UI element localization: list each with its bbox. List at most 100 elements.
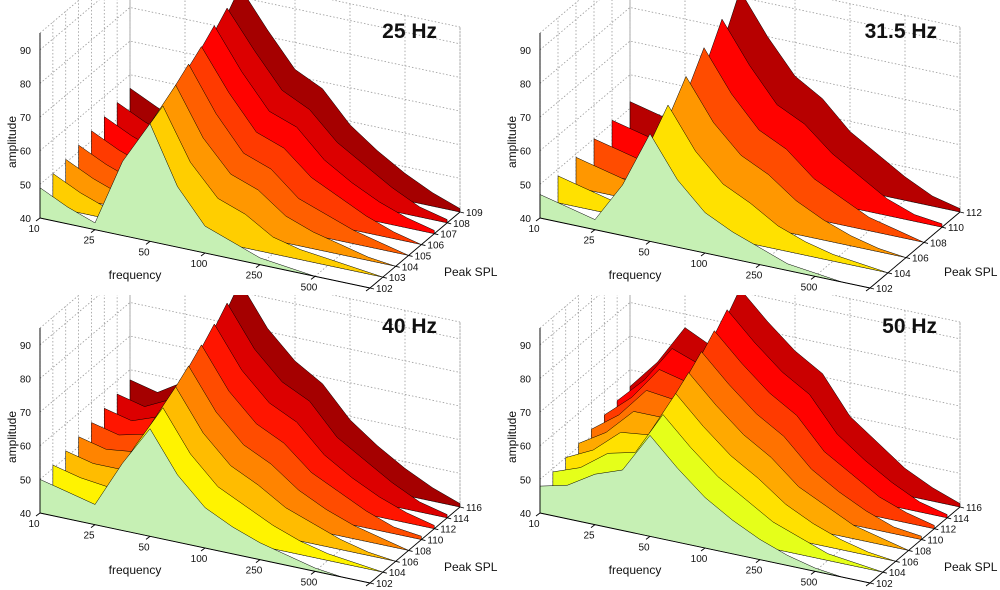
frequency-tick-label: 100 [191, 259, 208, 270]
frequency-tick-label: 500 [301, 282, 318, 293]
frequency-tick-label: 500 [801, 282, 818, 293]
peak-spl-tick-label: 109 [466, 208, 483, 219]
frequency-tick-label: 10 [528, 224, 540, 235]
frequency-tick-mark [310, 275, 316, 280]
peak-spl-tick-mark [882, 571, 887, 574]
frequency-tick-label: 250 [246, 271, 263, 282]
waterfall-surface [39, 0, 461, 289]
frequency-tick-mark [35, 512, 41, 517]
peak-spl-tick-label: 104 [402, 262, 419, 273]
amplitude-axis-label: amplitude [505, 411, 519, 463]
frequency-tick-label: 50 [638, 247, 650, 258]
horizontal-gridline [539, 402, 961, 480]
waterfall-surface [539, 0, 961, 289]
amplitude-tick-label: 90 [20, 46, 32, 57]
horizontal-gridline [539, 302, 961, 379]
peak-spl-tick-label: 116 [466, 503, 482, 514]
peak-spl-tick-label: 102 [376, 284, 393, 295]
peak-spl-tick-mark [434, 528, 439, 531]
horizontal-gridline [539, 0, 961, 51]
peak-spl-tick-mark [921, 539, 926, 542]
peak-spl-tick-mark [869, 582, 875, 585]
peak-spl-tick-mark [369, 582, 375, 585]
peak-spl-tick-label: 114 [453, 514, 469, 525]
amplitude-tick-label: 60 [20, 442, 32, 453]
amplitude-tick-label: 80 [520, 79, 532, 90]
frequency-tick-mark [255, 264, 261, 269]
amplitude-tick-label: 70 [520, 408, 532, 419]
peak-spl-axis-line [369, 211, 461, 289]
horizontal-gridline [39, 107, 461, 185]
frequency-tick-label: 100 [691, 259, 708, 270]
horizontal-gridline [539, 295, 961, 346]
amplitude-tick-label: 40 [20, 509, 32, 520]
spectrum-slice-102 [539, 435, 871, 584]
peak-spl-tick-mark [459, 506, 465, 509]
frequency-tick-label: 25 [83, 531, 95, 542]
peak-spl-tick-label: 102 [376, 579, 393, 590]
spectrum-slice-102 [539, 133, 871, 289]
waterfall-plot-40hz: 10 25 50 100 250 500 1000 40 50 60 70 80 90 102104106… [0, 295, 500, 590]
horizontal-gridline [539, 74, 961, 152]
chart-svg: 10 25 50 100 250 500 1000 40 50 60 70 80 90 102103104… [5, 0, 498, 295]
peak-spl-tick-label: 112 [966, 208, 982, 219]
frequency-tick-mark [145, 240, 151, 245]
horizontal-gridline [539, 7, 961, 84]
box-edge [330, 0, 461, 28]
peak-spl-tick-mark [959, 506, 965, 509]
frequency-tick-label: 50 [138, 247, 150, 258]
peak-spl-axis-line [869, 506, 961, 584]
peak-spl-tick-mark [421, 539, 426, 542]
spectrum-slice-108 [593, 47, 925, 243]
frequency-tick-mark [255, 559, 261, 564]
frequency-tick-mark [810, 275, 816, 280]
frequency-tick-label: 250 [746, 566, 763, 577]
frequency-tick-mark [365, 287, 371, 292]
frequency-tick-label: 25 [583, 531, 595, 542]
peak-spl-tick-mark [923, 241, 929, 244]
peak-spl-tick-label: 106 [402, 557, 419, 568]
frequency-axis-label: frequency [609, 268, 662, 282]
frequency-tick-mark [810, 570, 816, 575]
peak-spl-tick-label: 107 [440, 230, 457, 241]
amplitude-tick-label: 60 [520, 147, 532, 158]
frequency-tick-label: 250 [246, 566, 263, 577]
waterfall-plot-50hz: 10 25 50 100 250 500 1000 40 50 60 70 80 90 102104106… [500, 295, 1000, 590]
amplitude-tick-label: 50 [20, 475, 32, 486]
spectrum-slice-112 [104, 323, 435, 529]
chart-title: 40 Hz [382, 315, 437, 338]
waterfall-plot-25hz: 10 25 50 100 250 500 1000 40 50 60 70 80 90 102103104… [0, 0, 500, 295]
frequency-tick-mark [590, 229, 596, 234]
frequency-tick-label: 500 [801, 577, 818, 588]
frequency-tick-mark [535, 512, 541, 517]
peak-spl-tick-mark [408, 254, 413, 257]
amplitude-tick-label: 40 [520, 214, 532, 225]
axes [35, 33, 465, 292]
horizontal-gridline [539, 369, 961, 447]
peak-spl-tick-label: 106 [902, 557, 919, 568]
frequency-tick-label: 50 [138, 542, 150, 553]
frequency-tick-label: 100 [691, 554, 708, 565]
horizontal-gridline [39, 369, 461, 447]
peak-spl-tick-label: 110 [427, 536, 443, 547]
frequency-tick-label: 250 [746, 271, 763, 282]
horizontal-gridline [539, 40, 961, 118]
chart-title: 31.5 Hz [865, 20, 937, 43]
box-edge [539, 295, 580, 329]
peak-spl-tick-label: 102 [876, 284, 893, 295]
frequency-tick-mark [755, 264, 761, 269]
chart-svg: 10 25 50 100 250 500 1000 40 50 60 70 80 90 102104106… [5, 295, 498, 590]
peak-spl-tick-mark [934, 528, 939, 531]
peak-spl-tick-mark [447, 222, 452, 225]
peak-spl-tick-mark [941, 226, 947, 229]
frequency-tick-mark [35, 217, 41, 222]
amplitude-tick-label: 60 [520, 442, 532, 453]
peak-spl-tick-mark [395, 265, 400, 268]
frequency-tick-label: 1000 [353, 294, 376, 295]
spectrum-slice-104 [557, 104, 889, 274]
amplitude-axis-label: amplitude [5, 116, 19, 168]
peak-spl-axis-label: Peak SPL [444, 265, 498, 279]
peak-spl-tick-label: 112 [440, 525, 456, 536]
axes [535, 33, 965, 292]
amplitude-tick-label: 50 [520, 180, 532, 191]
